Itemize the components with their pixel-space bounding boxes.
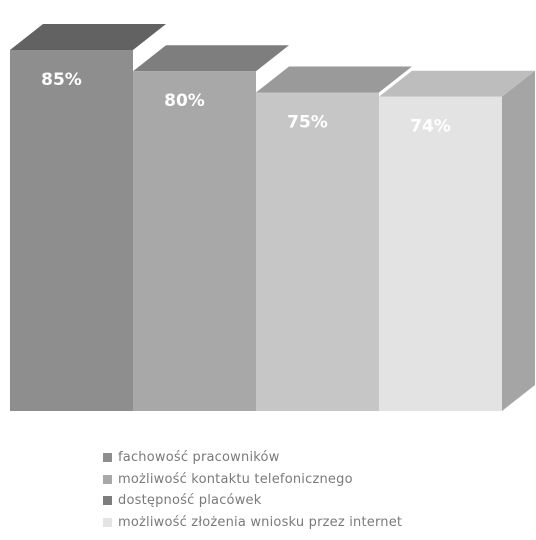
legend-item-4: możliwość złożenia wniosku przez interne… <box>103 512 402 534</box>
data-label-3: 75% <box>287 112 328 132</box>
legend-item-1: fachowość pracowników <box>103 447 402 469</box>
legend-swatch-1 <box>103 453 112 463</box>
legend-swatch-3 <box>103 496 112 506</box>
data-label-2: 80% <box>164 91 205 111</box>
bar-2-front <box>133 71 256 411</box>
chart-legend: fachowość pracowników możliwość kontaktu … <box>103 447 402 533</box>
legend-item-2: możliwość kontaktu telefonicznego <box>103 469 402 491</box>
bar-3-top <box>256 66 412 93</box>
legend-swatch-4 <box>103 517 112 527</box>
bar-1-front <box>10 50 133 411</box>
bar-1-top <box>10 24 166 50</box>
bar-4-side <box>502 70 535 411</box>
bar-4-top <box>379 70 535 97</box>
bar-2-top <box>133 45 289 72</box>
legend-label-4: możliwość złożenia wniosku przez interne… <box>118 514 403 530</box>
bar-1: 85% <box>10 24 166 411</box>
legend-label-3: dostępność placówek <box>118 493 262 509</box>
data-label-1: 85% <box>41 70 82 90</box>
legend-swatch-2 <box>103 474 112 484</box>
legend-item-3: dostępność placówek <box>103 490 402 512</box>
data-label-4: 74% <box>410 117 451 137</box>
bar-3-front <box>256 92 379 412</box>
bar-3: 75% <box>256 66 412 412</box>
bar-4: 74% <box>379 70 535 411</box>
bar-4-front <box>379 96 502 411</box>
legend-label-2: możliwość kontaktu telefonicznego <box>118 471 353 487</box>
bar-2: 80% <box>133 45 289 411</box>
legend-label-1: fachowość pracowników <box>118 450 280 466</box>
